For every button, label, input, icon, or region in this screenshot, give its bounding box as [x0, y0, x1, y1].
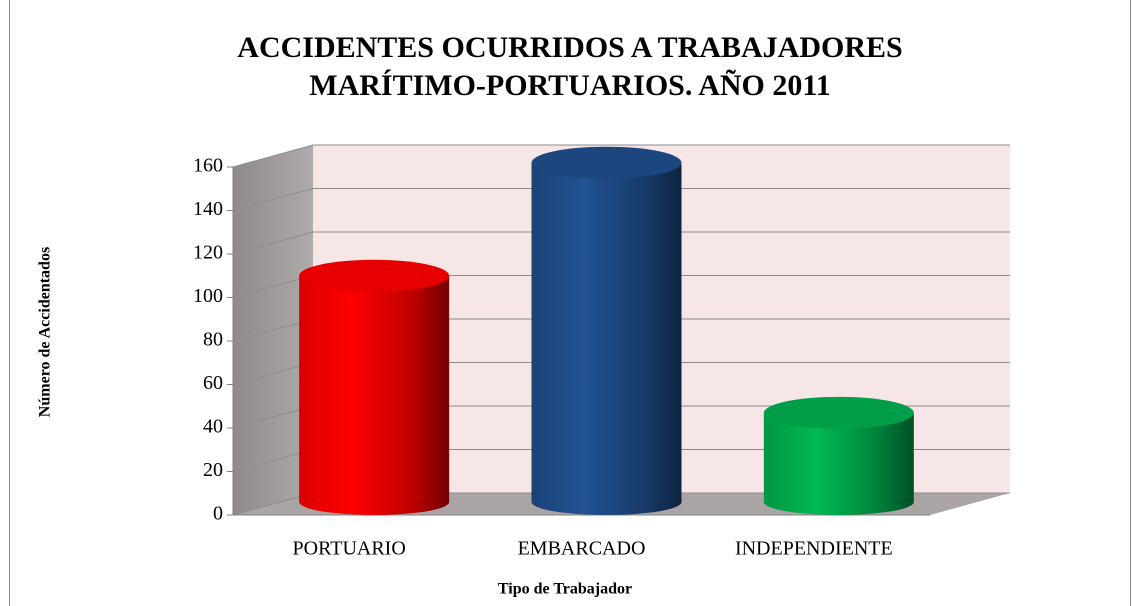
y-tick-label: 0: [213, 503, 223, 525]
x-tick-label: EMBARCADO: [518, 538, 646, 560]
y-axis-label: Número de Accidentados: [37, 247, 54, 417]
grid-line: [232, 231, 1010, 255]
grid-line: [232, 144, 1010, 168]
y-tick-label: 60: [203, 372, 223, 394]
y-tick-label: 120: [193, 242, 223, 264]
y-tick-label: 20: [203, 459, 223, 481]
y-tick-label: 40: [203, 416, 223, 438]
chart-title: MARÍTIMO-PORTUARIOS. AÑO 2011: [309, 69, 830, 102]
bar-top: [763, 396, 914, 429]
bar: [763, 412, 914, 515]
bar-top: [531, 146, 682, 179]
y-tick-label: 140: [193, 198, 223, 220]
bar: [299, 275, 450, 515]
x-tick-label: PORTUARIO: [293, 538, 406, 560]
bar-top: [299, 259, 450, 292]
y-tick-label: 100: [193, 285, 223, 307]
x-tick-label: INDEPENDIENTE: [735, 538, 893, 560]
grid-line: [232, 188, 1010, 211]
y-tick-label: 160: [193, 155, 223, 177]
x-axis-label: Tipo de Trabajador: [498, 581, 632, 598]
chart-title: ACCIDENTES OCURRIDOS A TRABAJADORES: [237, 31, 902, 64]
y-tick-label: 80: [203, 329, 223, 351]
bar: [531, 162, 682, 515]
